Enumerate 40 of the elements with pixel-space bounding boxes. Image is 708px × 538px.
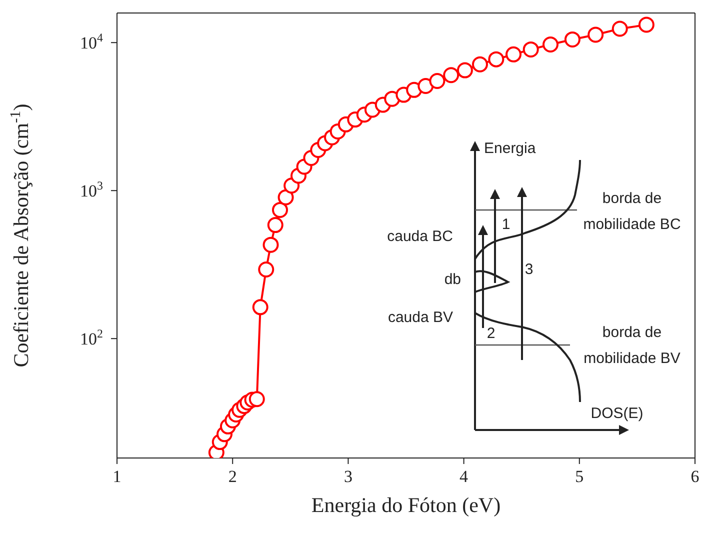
x-axis-title: Energia do Fóton (eV) [311,493,501,517]
point [262,236,279,253]
y-tick-label: 10$^{2}$ [80,326,104,349]
point [456,62,473,78]
point [472,56,488,72]
annotation: db [444,271,461,288]
x-tick-label: 1 [112,467,122,486]
point [612,20,628,37]
point [638,16,654,33]
x-tick-label: 2 [228,467,237,486]
annotation: cauda BV [388,309,453,326]
annotation: borda de mobilidade BC [583,190,681,233]
x-tick-label: 5 [575,467,584,486]
point [588,26,604,43]
y-tick-label: 10$^{4}$ [80,30,104,53]
annotation: 1 [502,216,510,233]
point [564,31,580,48]
y-tick-label: 10$^{3}$ [80,178,104,201]
point [522,41,539,58]
annotation: borda de mobilidade BV [584,324,680,367]
point [418,78,434,94]
point [252,299,268,316]
point [542,36,558,52]
point [506,46,522,62]
x-tick-label: 6 [690,467,700,486]
annotation: Energia [484,140,536,157]
point [488,51,504,68]
point [248,391,265,408]
annotation: DOS(E) [590,405,644,422]
point [272,202,288,218]
annotation: 3 [524,261,534,278]
point [429,73,446,90]
x-tick-label: 4 [460,467,469,486]
annotation: 2 [486,325,496,342]
point [258,261,274,278]
x-tick-label: 3 [344,467,352,486]
annotation: cauda BC [387,228,454,245]
point [267,217,284,234]
point [278,189,294,206]
point [443,67,460,84]
